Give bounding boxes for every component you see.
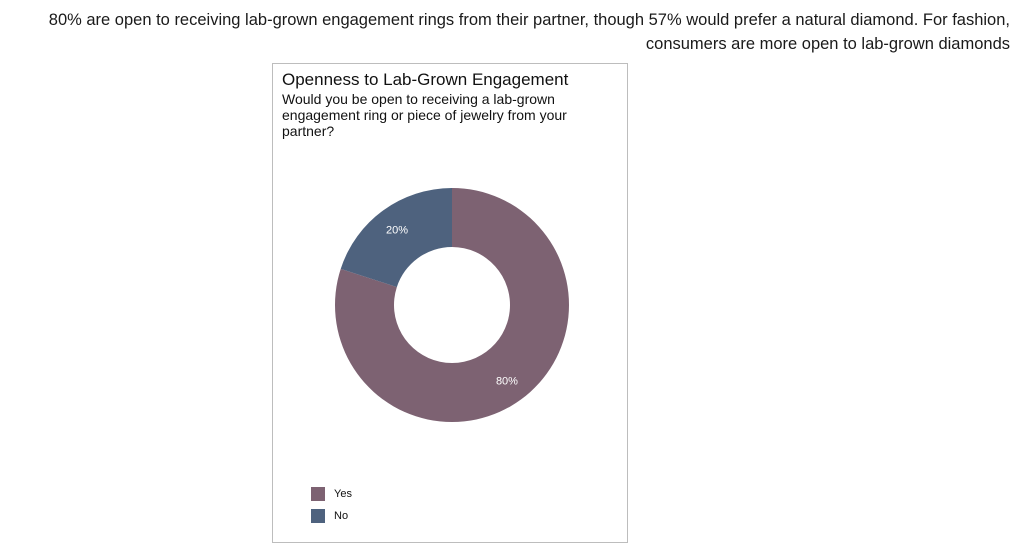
chart-card: Openness to Lab-Grown Engagement Would y… [272,63,628,543]
legend-item-yes: Yes [311,487,352,501]
headline: 80% are open to receiving lab-grown enga… [48,11,1010,53]
legend-label-no: No [334,510,349,522]
chart-subtitle: Would you be open to receiving a lab-gro… [282,91,567,139]
chart-title: Openness to Lab-Grown Engagement [282,70,569,89]
data-label-yes: 80% [496,376,518,388]
legend-swatch-no [311,509,325,523]
donut-chart: 80% 20% [335,188,569,423]
legend-item-no: No [311,509,348,523]
donut-slice-yes [335,188,569,423]
donut-slice-no [340,188,452,288]
legend-swatch-yes [311,487,325,501]
data-label-no: 20% [386,224,408,236]
legend-label-yes: Yes [334,488,352,500]
